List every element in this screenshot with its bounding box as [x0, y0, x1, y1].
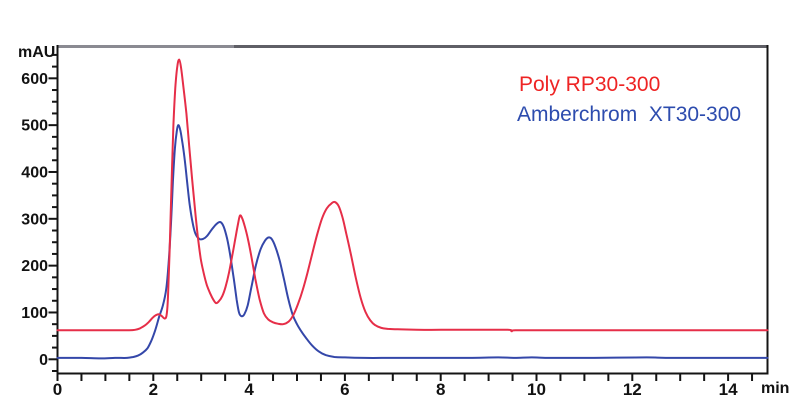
y-tick-label: 200 [21, 258, 48, 275]
x-tick-label: 14 [719, 380, 738, 399]
y-tick-label: 300 [21, 211, 48, 228]
x-tick-label: 8 [436, 380, 445, 399]
x-tick-label: 0 [53, 380, 62, 399]
y-axis-unit-label: mAU [18, 44, 56, 61]
x-tick-label: 6 [340, 380, 349, 399]
x-tick-label: 4 [244, 380, 254, 399]
y-tick-label: 400 [21, 164, 48, 181]
legend-item-poly-rp30-300: Poly RP30-300 [519, 73, 661, 96]
y-tick-label: 0 [39, 352, 48, 369]
x-tick-label: 10 [527, 380, 546, 399]
series-poly-rp30-300 [56, 58, 769, 333]
x-tick-label: 2 [149, 380, 158, 399]
x-axis-unit-label: min [761, 380, 790, 397]
series-amberchrom-xt30-300 [56, 124, 769, 360]
x-tick-label: 12 [623, 380, 642, 399]
legend-item-amberchrom-xt30-300: Amberchrom XT30-300 [517, 103, 742, 126]
y-tick-label: 100 [21, 305, 48, 322]
y-tick-label: 500 [21, 118, 48, 135]
y-tick-label: 600 [21, 71, 48, 88]
